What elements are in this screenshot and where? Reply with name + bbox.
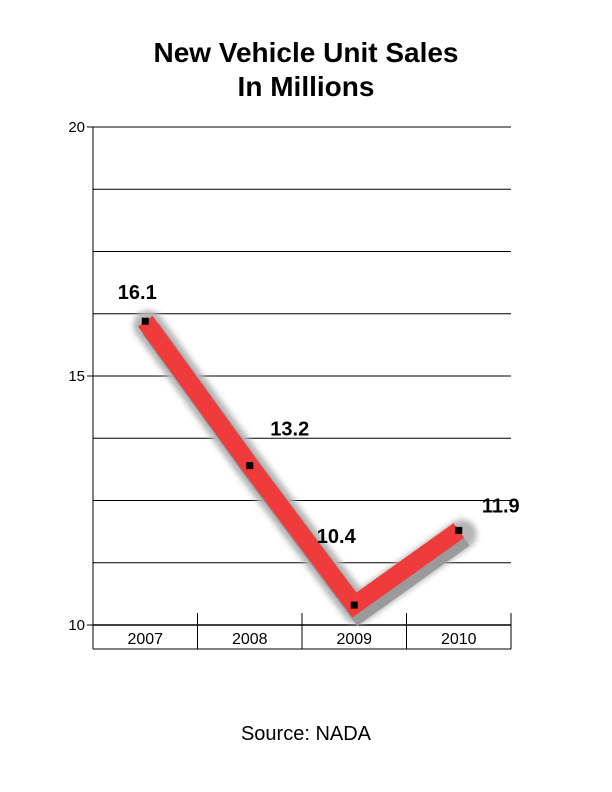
gridlines	[93, 126, 511, 564]
source-note: Source: NADA	[240, 723, 372, 745]
axes	[87, 126, 512, 650]
y-tick-label: 20	[68, 119, 85, 136]
x-tick-label: 2010	[441, 631, 477, 648]
data-point	[141, 317, 149, 325]
chart-title-line-2: In Millions	[237, 71, 375, 102]
y-tick-label: 10	[68, 617, 85, 634]
data-point	[455, 526, 463, 534]
labels: 10 15 20 2007 2008 2009 2010 16.1 13.2 10.4 11.9	[68, 119, 519, 648]
data-label: 11.9	[482, 495, 520, 517]
x-tick-label: 2008	[232, 631, 268, 648]
x-tick-label: 2007	[127, 631, 163, 648]
chart-title: New Vehicle Unit Sales In Millions	[0, 36, 612, 104]
x-tick-label: 2009	[336, 631, 372, 648]
chart-title-line-1: New Vehicle Unit Sales	[153, 37, 459, 68]
data-point	[246, 462, 254, 470]
series-line-path	[138, 315, 465, 618]
data-label: 13.2	[270, 419, 309, 441]
data-label: 16.1	[118, 282, 157, 304]
y-tick-label: 15	[68, 368, 85, 385]
data-point	[350, 601, 358, 609]
data-label: 10.4	[317, 526, 357, 548]
series-line	[133, 310, 477, 626]
